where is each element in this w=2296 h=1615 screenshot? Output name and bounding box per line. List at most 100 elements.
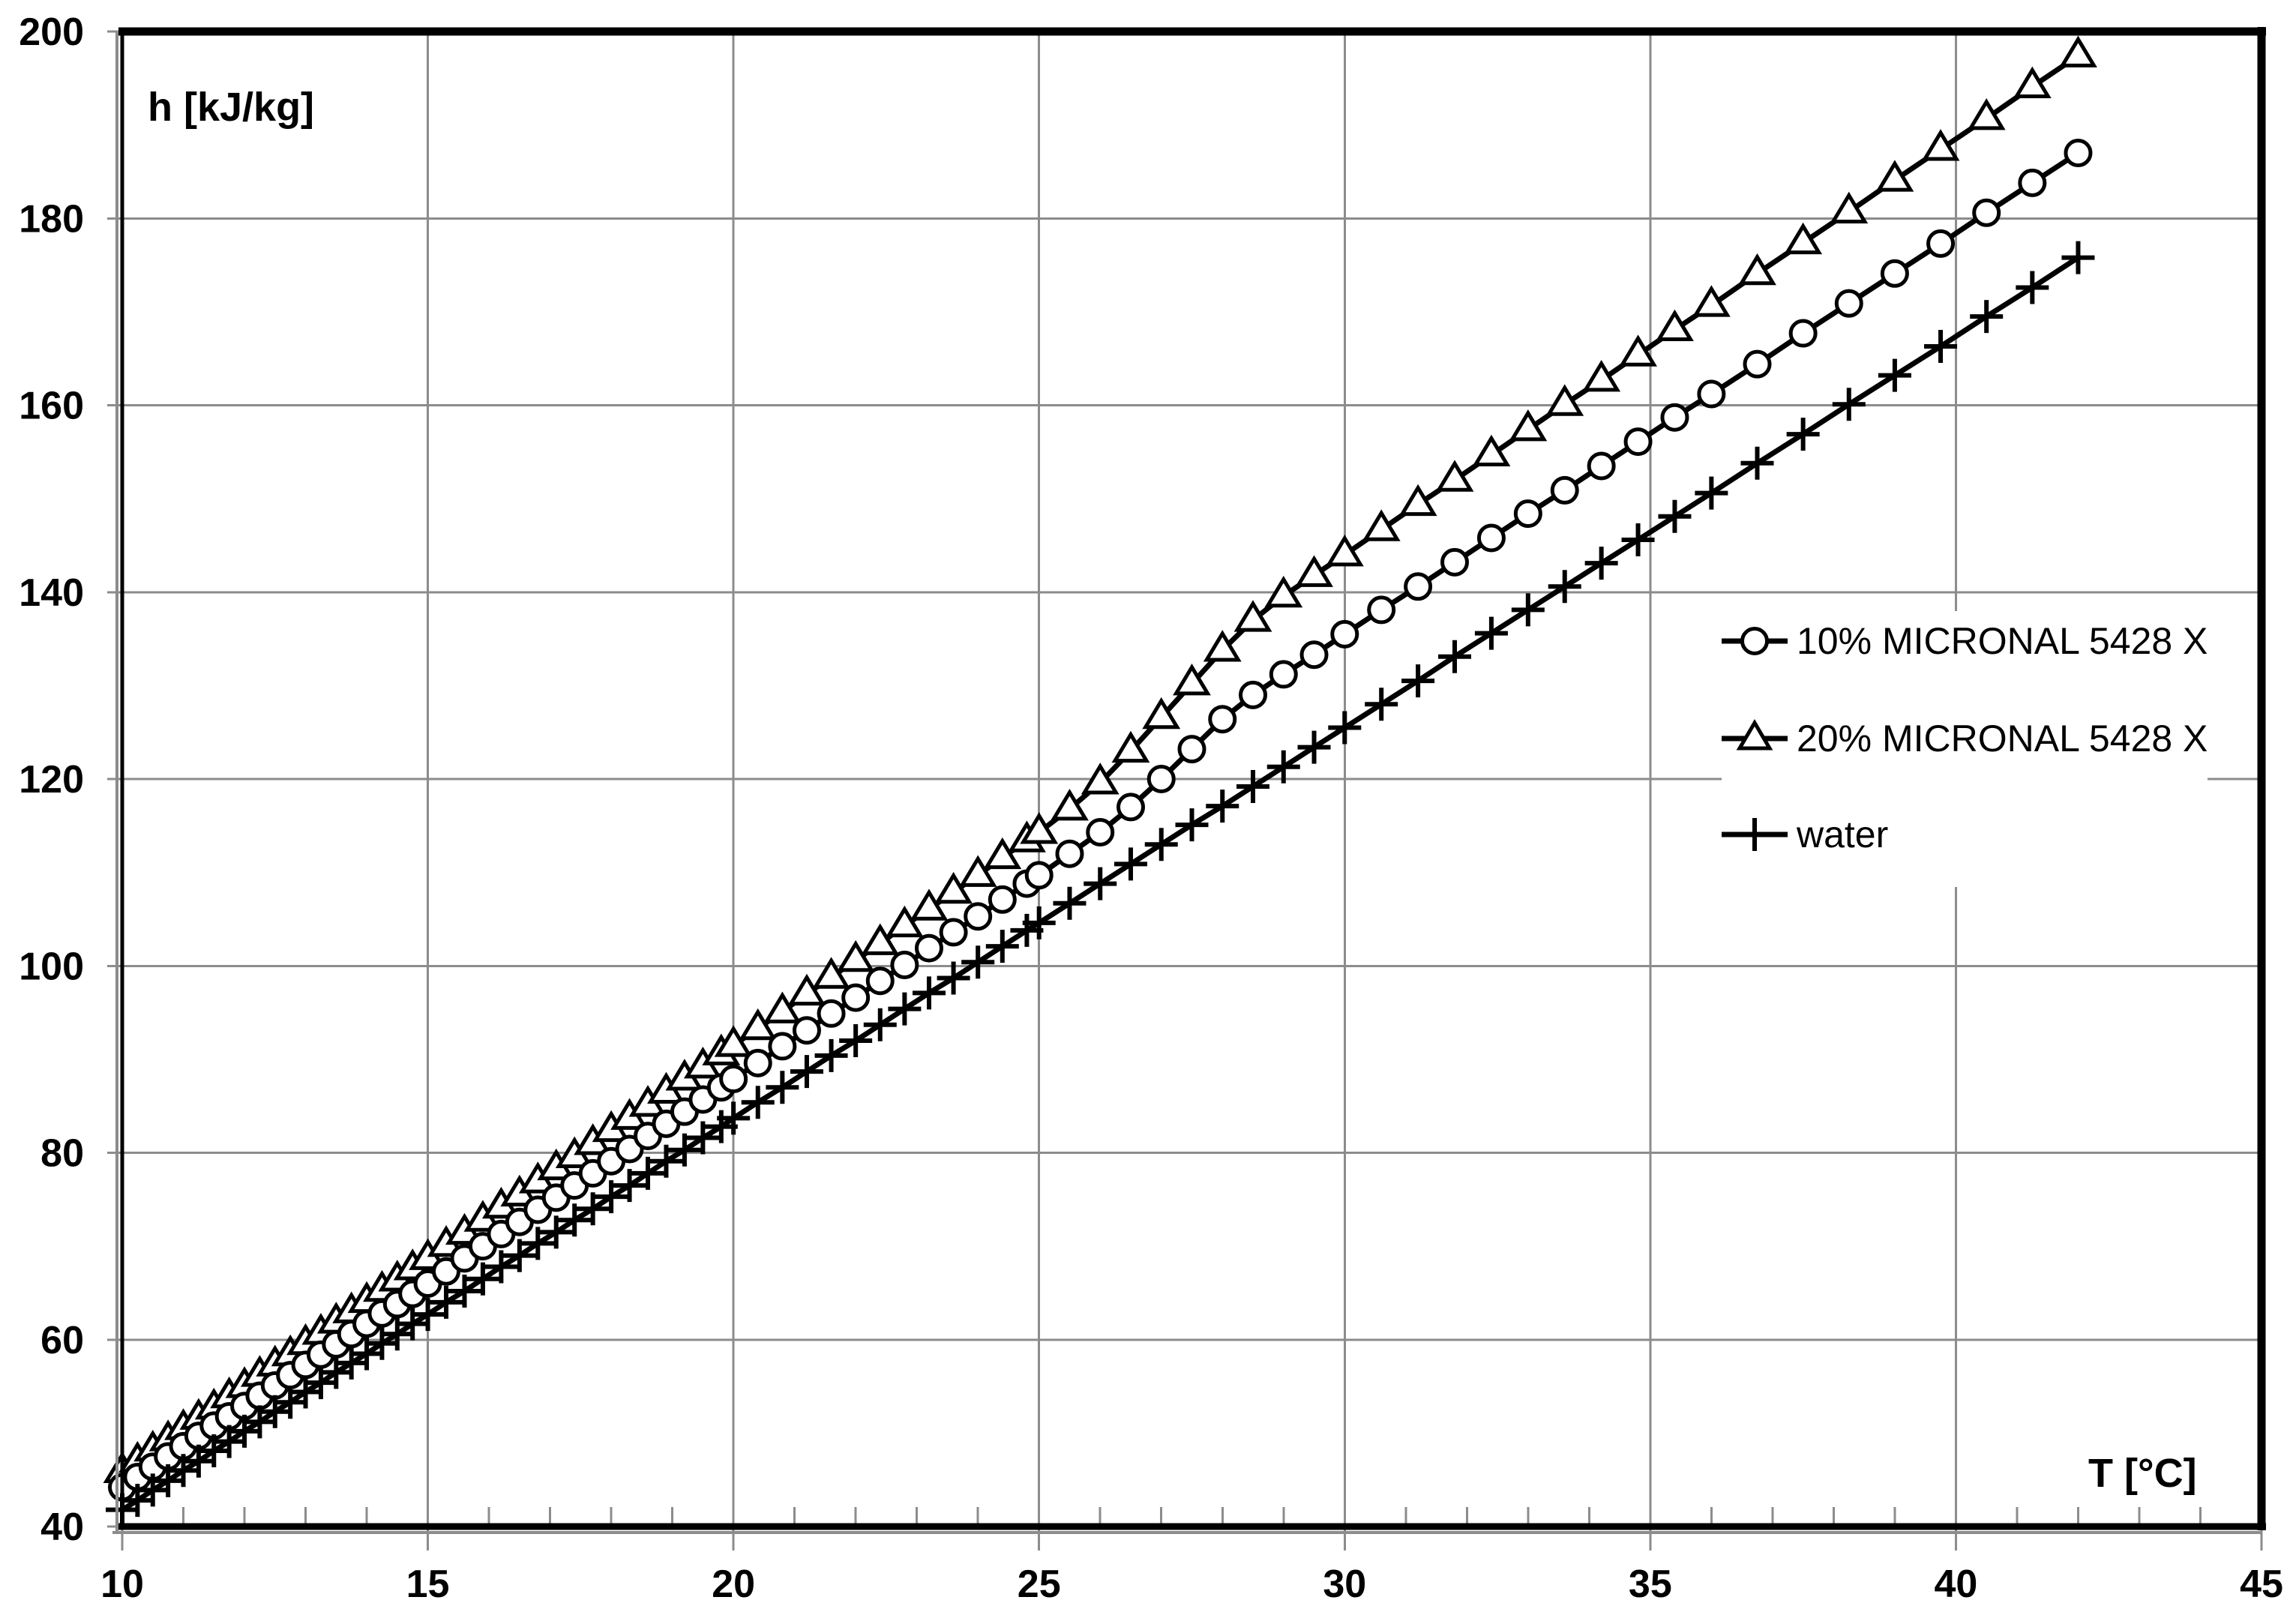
legend-label: 10% MICRONAL 5428 X bbox=[1797, 620, 2208, 662]
circle-marker bbox=[768, 1032, 797, 1061]
triangle-marker bbox=[2059, 35, 2097, 67]
plus-marker bbox=[595, 1180, 628, 1214]
plus-marker bbox=[1266, 750, 1300, 784]
legend-item-water: water bbox=[1722, 813, 1888, 855]
plus-marker bbox=[741, 1086, 775, 1119]
plus-marker bbox=[631, 1156, 665, 1190]
triangle-marker bbox=[1619, 334, 1657, 367]
y-tick-label: 180 bbox=[19, 197, 84, 241]
circle-marker bbox=[914, 933, 943, 963]
triangle-marker bbox=[1784, 222, 1823, 255]
circle-marker bbox=[1513, 499, 1542, 529]
triangle-marker bbox=[1656, 309, 1694, 342]
plus-marker bbox=[1832, 388, 1866, 421]
plus-marker bbox=[1786, 418, 1820, 451]
circle-marker bbox=[1788, 319, 1818, 348]
y-tick-label: 120 bbox=[19, 758, 84, 802]
triangle-marker bbox=[1545, 384, 1584, 416]
plus-marker bbox=[1206, 790, 1239, 823]
plus-marker bbox=[1438, 640, 1472, 673]
plus-marker bbox=[466, 1262, 499, 1296]
y-axis-title: h [kJ/kg] bbox=[148, 85, 315, 130]
plus-marker-icon bbox=[1722, 818, 1788, 851]
plus-marker bbox=[1548, 570, 1581, 604]
circle-marker bbox=[1972, 198, 2001, 227]
triangle-marker bbox=[1051, 789, 1089, 821]
circle-marker bbox=[719, 1065, 748, 1094]
triangle-marker bbox=[958, 855, 997, 887]
circle-marker bbox=[841, 983, 871, 1012]
plus-marker bbox=[558, 1203, 592, 1237]
circle-marker bbox=[1024, 861, 1054, 890]
legend-label: 20% MICRONAL 5428 X bbox=[1797, 718, 2208, 760]
circle-marker bbox=[743, 1048, 772, 1077]
plus-marker bbox=[1740, 446, 1774, 480]
plus-marker bbox=[1584, 547, 1618, 580]
triangle-marker bbox=[1295, 555, 1333, 587]
plus-marker bbox=[1114, 847, 1147, 881]
circle-marker bbox=[1239, 680, 1268, 709]
plus-marker bbox=[539, 1215, 573, 1249]
plus-marker bbox=[937, 961, 970, 995]
plus-marker bbox=[2016, 271, 2049, 304]
plus-marker bbox=[576, 1192, 610, 1226]
legend-item-20pct: 20% MICRONAL 5428 X bbox=[1722, 718, 2208, 760]
y-tick-label: 40 bbox=[40, 1506, 84, 1549]
triangle-marker bbox=[1020, 812, 1059, 844]
triangle-marker bbox=[763, 991, 802, 1023]
circle-marker bbox=[1208, 705, 1237, 734]
triangle-marker bbox=[1509, 409, 1548, 442]
plus-marker bbox=[448, 1274, 481, 1308]
circle-marker bbox=[2064, 139, 2093, 168]
plot-borders bbox=[112, 27, 2266, 1534]
triangle-marker bbox=[1967, 98, 2006, 130]
tick-labels: 10 15 20 25 30 35 40 45 40 60 80 100 120 140 160 180 200 bbox=[19, 10, 2283, 1606]
plus-marker bbox=[961, 945, 995, 979]
plus-marker bbox=[1970, 300, 2004, 334]
plus-marker bbox=[1878, 358, 1911, 392]
circle-marker bbox=[1299, 640, 1329, 670]
plus-marker bbox=[2061, 241, 2095, 274]
x-tick-label: 40 bbox=[1935, 1563, 1978, 1606]
plus-marker bbox=[1365, 688, 1398, 721]
plus-marker bbox=[649, 1144, 683, 1178]
plus-marker bbox=[502, 1239, 536, 1272]
x-tick-label: 20 bbox=[712, 1563, 755, 1606]
triangle-marker bbox=[1264, 575, 1303, 608]
circle-marker bbox=[1086, 818, 1115, 847]
circle-marker bbox=[1743, 349, 1772, 379]
circle-marker bbox=[792, 1016, 821, 1045]
circle-marker bbox=[1367, 595, 1396, 625]
plus-marker bbox=[1236, 769, 1270, 803]
circle-marker bbox=[1116, 793, 1145, 822]
x-tick-label: 30 bbox=[1323, 1563, 1366, 1606]
plus-marker bbox=[1511, 593, 1545, 627]
plus-marker bbox=[613, 1169, 646, 1203]
circle-marker-icon bbox=[1722, 627, 1788, 655]
triangle-marker bbox=[861, 923, 900, 955]
triangle-marker bbox=[1203, 630, 1242, 662]
plus-marker bbox=[1924, 329, 1958, 363]
legend: 10% MICRONAL 5428 X 20% MICRONAL 5428 X … bbox=[1722, 611, 2208, 887]
circle-marker bbox=[1147, 765, 1176, 793]
plus-marker bbox=[1022, 906, 1056, 939]
triangle-marker bbox=[934, 871, 973, 904]
triangle-marker bbox=[1233, 600, 1272, 632]
triangle-marker bbox=[983, 837, 1022, 870]
triangle-marker bbox=[1362, 509, 1401, 541]
plus-marker bbox=[912, 976, 946, 1010]
circle-marker bbox=[1587, 451, 1616, 481]
triangle-marker bbox=[1921, 129, 1960, 161]
triangle-marker bbox=[1472, 434, 1511, 467]
circle-marker bbox=[1880, 259, 1909, 288]
plus-marker bbox=[790, 1055, 823, 1089]
plus-marker bbox=[411, 1298, 445, 1332]
circle-marker bbox=[890, 951, 919, 980]
circle-marker bbox=[1476, 523, 1506, 553]
circle-marker bbox=[1055, 839, 1084, 868]
plus-marker bbox=[814, 1038, 848, 1072]
triangle-marker bbox=[1692, 285, 1731, 317]
y-tick-label: 160 bbox=[19, 385, 84, 428]
y-tick-label: 60 bbox=[40, 1319, 84, 1362]
